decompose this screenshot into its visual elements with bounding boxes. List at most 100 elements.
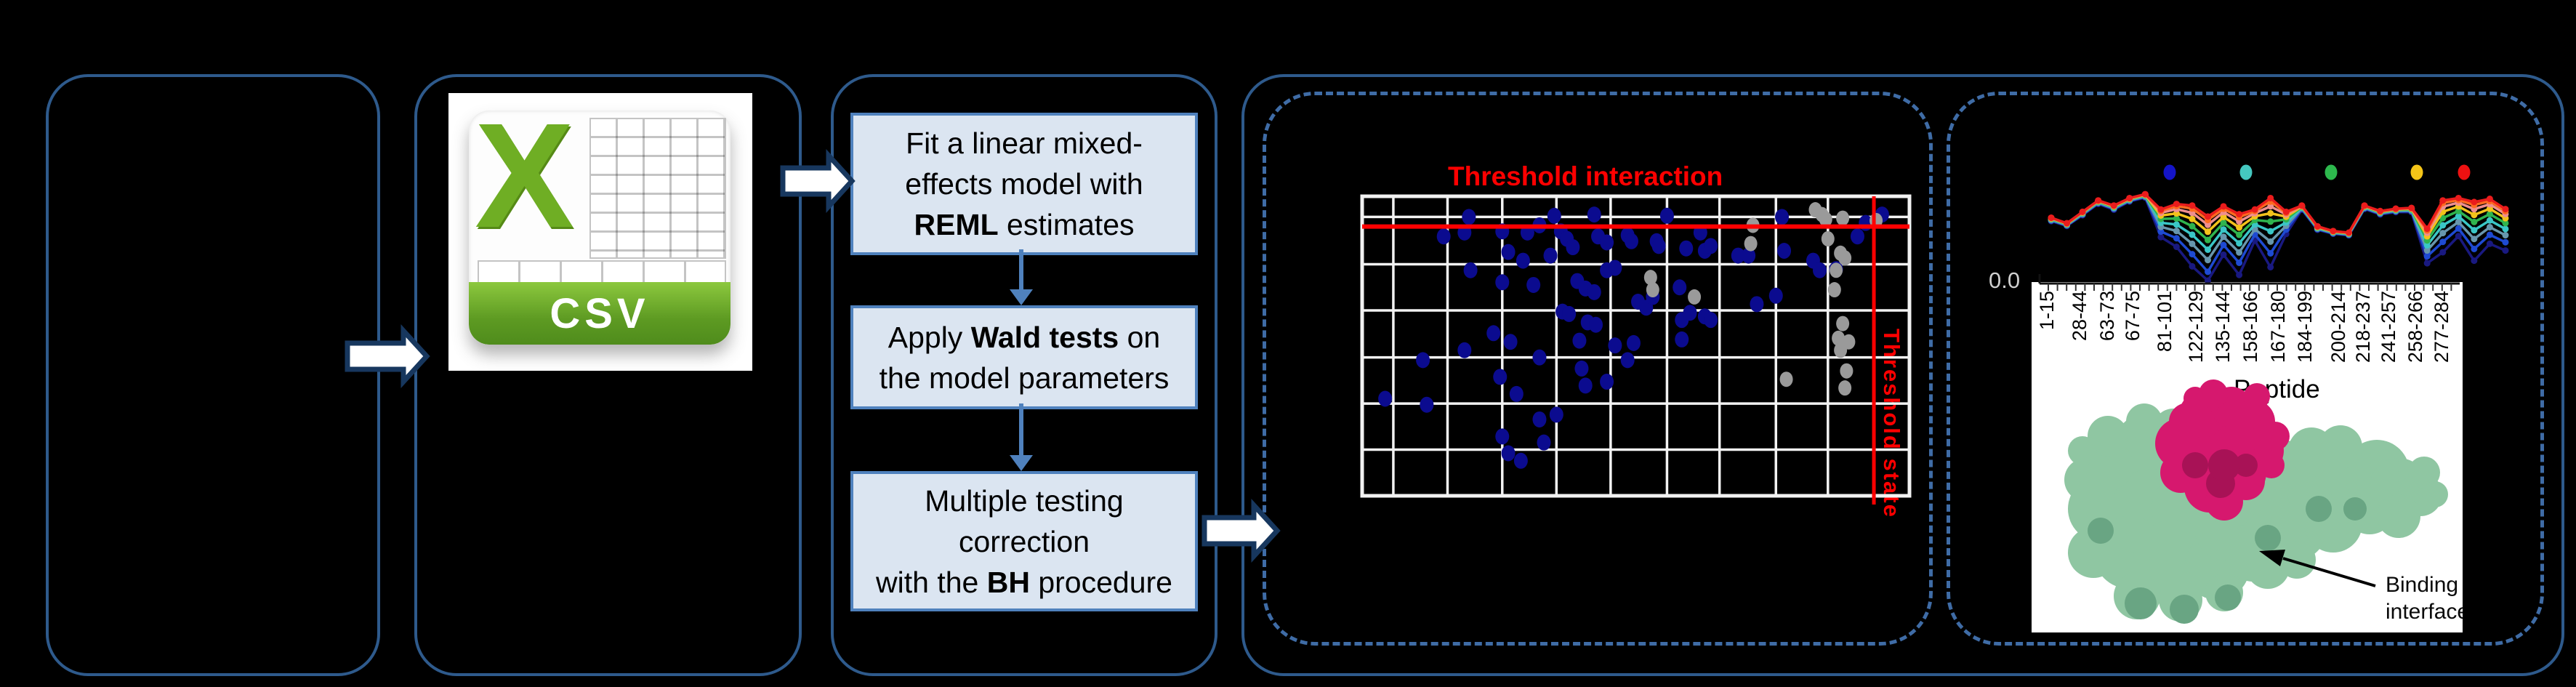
scatter-point-significant	[1549, 406, 1563, 423]
arrow-right-icon	[1202, 498, 1281, 563]
scatter-point-significant	[1463, 262, 1478, 278]
scatter-point-nonsignificant	[1836, 210, 1850, 226]
scatter-point-significant	[1578, 377, 1593, 394]
flow-box-wald: Apply Wald tests on the model parameters	[850, 305, 1198, 409]
scatter-point-significant	[1659, 207, 1674, 224]
panel-threshold-plot	[1263, 92, 1933, 646]
flow-box-bh-line1: Multiple testing	[925, 483, 1124, 518]
scatter-point-significant	[1547, 207, 1561, 224]
scatter-point-significant	[1704, 312, 1718, 329]
scatter-point-nonsignificant	[1838, 250, 1852, 266]
csv-label: CSV	[550, 289, 650, 337]
scatter-point-significant	[1457, 342, 1472, 358]
csv-file-image: X CSV	[448, 93, 752, 371]
flow-box-lmm-line2: effects model with	[905, 167, 1143, 201]
flow-box-bh: Multiple testing correction with the BH …	[850, 471, 1198, 611]
scatter-point-significant	[1495, 274, 1510, 291]
scatter-point-significant	[1562, 305, 1577, 322]
scatter-point-significant	[1566, 239, 1580, 256]
scatter-point-significant	[1574, 360, 1589, 377]
scatter-point-significant	[1532, 411, 1547, 427]
scatter-point-significant	[1572, 332, 1587, 349]
binding-interface-label: Binding interface	[2386, 573, 2463, 624]
y-axis-tick-0: 0.0	[1989, 268, 2021, 293]
scatter-point-nonsignificant	[1819, 212, 1832, 228]
scatter-point-significant	[1378, 390, 1393, 407]
scatter-point-nonsignificant	[1840, 363, 1853, 379]
scatter-point-significant	[1675, 331, 1689, 347]
annotation-arrowhead-icon	[2259, 550, 2285, 566]
panel-input	[46, 74, 380, 676]
scatter-point-significant	[1775, 209, 1790, 225]
protein-structure	[2064, 379, 2448, 624]
scatter-point-significant	[1768, 287, 1783, 304]
peptide-axis-area: 1-15 28-44 63-73 67-75 81-101 122-129 135-144 1…	[2032, 282, 2463, 632]
scatter-frame	[1360, 194, 1912, 498]
scatter-point-significant	[1501, 244, 1516, 260]
scatter-point-significant	[1462, 209, 1476, 225]
scatter-point-significant	[1513, 452, 1528, 469]
scatter-point-significant	[1420, 396, 1434, 413]
scatter-point-significant	[1501, 445, 1516, 462]
scatter-point-nonsignificant	[1688, 289, 1702, 305]
csv-file-icon: X CSV	[469, 111, 730, 345]
scatter-point-significant	[1486, 325, 1501, 342]
scatter-point-nonsignificant	[1821, 231, 1835, 247]
scatter-point-nonsignificant	[1834, 342, 1848, 358]
flow-box-wald-line2: the model parameters	[879, 361, 1170, 395]
scatter-point-nonsignificant	[1643, 270, 1657, 286]
scatter-point-nonsignificant	[1830, 262, 1843, 278]
panel-statistics	[831, 74, 1217, 676]
scatter-point-significant	[1526, 276, 1541, 293]
arrow-down-icon	[1010, 455, 1033, 471]
scatter-point-significant	[1608, 337, 1622, 354]
legend-dot-icon	[2325, 164, 2338, 180]
flow-box-lmm-line3: REML estimates	[914, 208, 1135, 241]
scatter-point-significant	[1731, 247, 1745, 264]
csv-banner: CSV	[469, 282, 730, 345]
threshold-state-label: Threshold state	[1879, 329, 1904, 518]
flow-box-bh-line3: with the BH procedure	[876, 565, 1172, 599]
arrow-down-icon	[1010, 289, 1033, 305]
scatter-point-significant	[1683, 305, 1697, 321]
legend-dot-icon	[2163, 164, 2176, 180]
scatter-point-nonsignificant	[1646, 282, 1659, 298]
scatter-point-significant	[1587, 206, 1601, 223]
scatter-point-nonsignificant	[1779, 371, 1793, 387]
scatter-point-significant	[1651, 238, 1666, 254]
scatter-point-significant	[1532, 349, 1547, 366]
arrow-right-icon	[780, 148, 856, 214]
annotation-arrow-line	[2282, 557, 2376, 587]
scatter-point-significant	[1537, 434, 1551, 451]
panel-csv	[414, 74, 802, 676]
scatter-point-significant	[1416, 352, 1430, 369]
panel-peptide-plot	[1947, 92, 2544, 646]
scatter-point-significant	[1587, 284, 1601, 300]
flow-box-lmm-line1: Fit a linear mixed-	[906, 126, 1143, 160]
excel-x-icon: X	[475, 111, 574, 259]
legend-dot-icon	[2410, 164, 2423, 180]
scatter-point-significant	[1436, 228, 1451, 245]
scatter-point-significant	[1750, 296, 1764, 313]
scatter-point-significant	[1600, 374, 1614, 390]
scatter-point-significant	[1777, 242, 1792, 259]
scatter-point-significant	[1626, 334, 1641, 351]
scatter-point-nonsignificant	[1832, 330, 1846, 346]
scatter-point-nonsignificant	[1827, 282, 1841, 298]
scatter-point-significant	[1624, 233, 1638, 249]
flow-box-lmm: Fit a linear mixed- effects model with R…	[850, 113, 1198, 255]
scatter-point-significant	[1813, 262, 1827, 278]
flow-box-wald-line1: Apply Wald tests on	[887, 320, 1161, 354]
scatter-title: Threshold interaction	[1448, 161, 1723, 191]
flow-box-bh-line2: correction	[958, 524, 1090, 558]
scatter-point-significant	[1516, 252, 1530, 269]
spreadsheet-grid-icon	[589, 118, 726, 259]
scatter-point-significant	[1543, 247, 1558, 264]
legend-dot-icon	[2458, 164, 2471, 180]
scatter-point-significant	[1620, 352, 1635, 369]
scatter-point-significant	[1589, 316, 1603, 333]
scatter-point-significant	[1850, 228, 1864, 245]
arrow-right-icon	[345, 324, 430, 389]
